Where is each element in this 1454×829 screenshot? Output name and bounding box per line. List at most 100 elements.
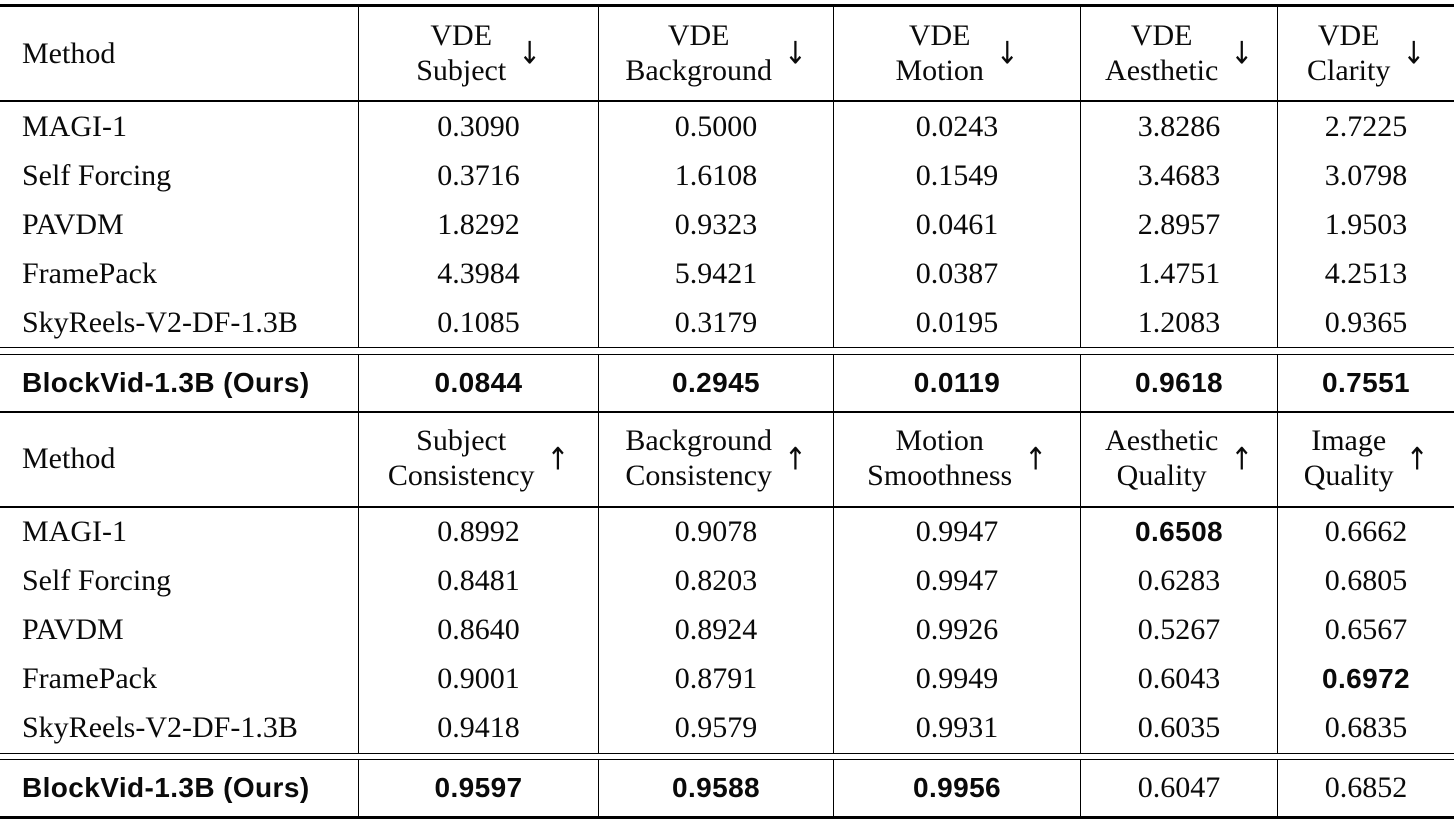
table-row-blockvid-ours: BlockVid-1.3B (Ours) 0.9597 0.9588 0.995… [0, 760, 1454, 816]
method-name: BlockVid-1.3B (Ours) [22, 366, 310, 398]
benchmark-results-table: Method VDE Subject ↓ VDE Background ↓ VDE M… [0, 4, 1454, 819]
table-row-framepack: FramePack 4.3984 5.9421 0.0387 1.4751 4.… [0, 249, 1454, 298]
table-divider-rule [0, 410, 1454, 413]
up-arrow-icon: ↑ [1405, 441, 1429, 477]
col-label-line1: VDE [1317, 18, 1380, 52]
metric-value: 0.6852 [1277, 760, 1454, 816]
metric-value: 0.6035 [1080, 703, 1277, 753]
col-label-line2: Quality [1303, 459, 1394, 492]
metric-value-best: 0.9956 [833, 760, 1080, 816]
up-arrow-icon: ↑ [546, 441, 570, 477]
double-rule [0, 347, 1454, 355]
method-name: MAGI-1 [22, 109, 127, 143]
metric-value-best: 0.9597 [358, 760, 598, 816]
table2-col-subject-consistency: Subject Consistency ↑ [358, 412, 598, 506]
metric-value: 2.8957 [1080, 200, 1277, 249]
metric-value: 3.8286 [1080, 102, 1277, 151]
metric-value: 0.5267 [1080, 605, 1277, 655]
metric-value: 1.4751 [1080, 249, 1277, 298]
metric-value: 1.6108 [598, 151, 833, 200]
metric-value-best: 0.2945 [598, 354, 833, 411]
col-label-line2: Clarity [1307, 53, 1391, 87]
header-rule [0, 100, 1454, 102]
metric-value: 0.0195 [833, 298, 1080, 347]
metric-value-best: 0.9588 [598, 760, 833, 816]
table1-col-vde-motion: VDE Motion ↓ [833, 7, 1080, 100]
metric-value: 0.8203 [598, 556, 833, 606]
table-row-magi1: MAGI-1 0.3090 0.5000 0.0243 3.8286 2.722… [0, 102, 1454, 151]
metric-value-best: 0.0119 [833, 354, 1080, 411]
metric-value-best: 0.0844 [358, 354, 598, 411]
method-name: SkyReels-V2-DF-1.3B [22, 305, 298, 339]
down-arrow-icon: ↓ [784, 35, 807, 72]
method-name: PAVDM [22, 613, 124, 646]
metric-value: 0.0243 [833, 102, 1080, 151]
col-label-line1: Subject [416, 424, 507, 458]
metric-value: 0.3179 [598, 298, 833, 347]
metric-value: 2.7225 [1277, 102, 1454, 151]
metric-value: 0.9001 [358, 654, 598, 704]
col-label-line2: Smoothness [867, 459, 1013, 492]
down-arrow-icon: ↓ [1402, 35, 1425, 72]
up-arrow-icon: ↑ [784, 441, 807, 477]
col-label-line1: Aesthetic [1105, 424, 1219, 458]
metric-value: 0.1549 [833, 151, 1080, 200]
table-row-skyreels: SkyReels-V2-DF-1.3B 0.9418 0.9579 0.9931… [0, 703, 1454, 753]
col-label-line1: VDE [667, 18, 730, 52]
table-row-magi1: MAGI-1 0.8992 0.9078 0.9947 0.6508 0.666… [0, 507, 1454, 557]
method-name: BlockVid-1.3B (Ours) [22, 772, 310, 803]
metric-value: 0.1085 [358, 298, 598, 347]
table-row-self-forcing: Self Forcing 0.3716 1.6108 0.1549 3.4683… [0, 151, 1454, 200]
metric-value: 1.9503 [1277, 200, 1454, 249]
up-arrow-icon: ↑ [1230, 441, 1253, 477]
method-name: SkyReels-V2-DF-1.3B [22, 711, 298, 744]
metric-value: 0.8640 [358, 605, 598, 655]
metric-value: 3.0798 [1277, 151, 1454, 200]
table2-col-image-quality: Image Quality ↑ [1277, 412, 1454, 506]
metric-value: 0.3090 [358, 102, 598, 151]
metric-value: 3.4683 [1080, 151, 1277, 200]
metric-value: 0.9947 [833, 556, 1080, 606]
col-label-line2: Background [625, 53, 772, 87]
header-rule [0, 505, 1454, 508]
table-row-blockvid-ours: BlockVid-1.3B (Ours) 0.0844 0.2945 0.011… [0, 354, 1454, 411]
table1-header-row: Method VDE Subject ↓ VDE Background ↓ VDE M… [0, 7, 1454, 100]
table1-col-vde-aesthetic: VDE Aesthetic ↓ [1080, 7, 1277, 100]
metric-value: 5.9421 [598, 249, 833, 298]
col-label-line2: Motion [895, 53, 984, 87]
metric-value: 0.9323 [598, 200, 833, 249]
metric-value: 0.5000 [598, 102, 833, 151]
double-rule [0, 752, 1454, 760]
down-arrow-icon: ↓ [995, 35, 1019, 72]
col-label-line1: VDE [908, 18, 971, 52]
col-label-line1: Motion [895, 424, 984, 458]
table2-method-header: Method [22, 442, 116, 475]
col-label-line2: Consistency [387, 459, 535, 492]
metric-value: 0.9365 [1277, 298, 1454, 347]
col-label-line2: Aesthetic [1105, 53, 1219, 87]
col-label-line2: Subject [416, 53, 507, 87]
metric-value: 0.9931 [833, 703, 1080, 753]
table2-col-background-consistency: Background Consistency ↑ [598, 412, 833, 506]
metric-value: 0.6567 [1277, 605, 1454, 655]
metric-value: 0.9947 [833, 507, 1080, 557]
metric-value: 0.9078 [598, 507, 833, 557]
table2-header-row: Method Subject Consistency ↑ Background Co… [0, 412, 1454, 506]
metric-value: 0.8992 [358, 507, 598, 557]
metric-value-best: 0.6972 [1277, 654, 1454, 704]
metric-value: 0.6043 [1080, 654, 1277, 704]
method-name: Self Forcing [22, 564, 172, 597]
metric-value: 0.9418 [358, 703, 598, 753]
metric-value-best: 0.6508 [1080, 507, 1277, 557]
method-name: Self Forcing [22, 158, 172, 192]
table-row-self-forcing: Self Forcing 0.8481 0.8203 0.9947 0.6283… [0, 556, 1454, 606]
metric-value: 0.6662 [1277, 507, 1454, 557]
method-name: MAGI-1 [22, 515, 127, 548]
table1-method-header: Method [22, 36, 116, 70]
metric-value: 0.3716 [358, 151, 598, 200]
table-row-pavdm: PAVDM 0.8640 0.8924 0.9926 0.5267 0.6567 [0, 605, 1454, 655]
method-name: FramePack [22, 662, 157, 695]
table2-col-aesthetic-quality: Aesthetic Quality ↑ [1080, 412, 1277, 506]
metric-value: 0.8791 [598, 654, 833, 704]
metric-value: 1.2083 [1080, 298, 1277, 347]
